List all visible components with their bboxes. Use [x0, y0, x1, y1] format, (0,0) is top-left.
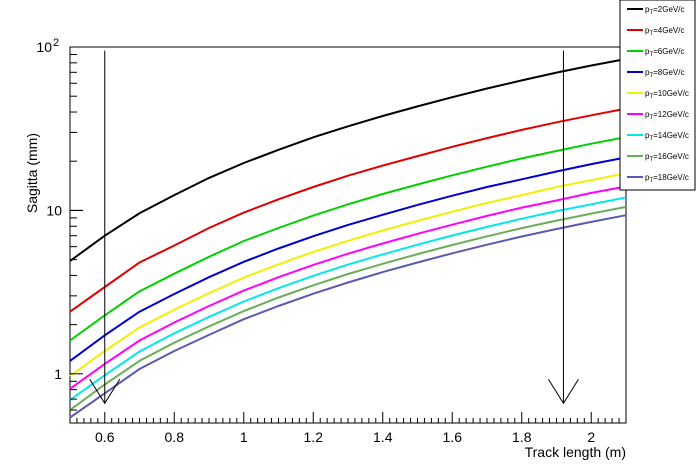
x-tick-label: 1.2 [304, 429, 324, 445]
legend-label: pT=10GeV/c [645, 89, 689, 100]
x-tick-label: 1.4 [373, 429, 393, 445]
series-lines [69, 58, 627, 419]
series-line-7 [69, 196, 627, 401]
legend-label: pT=2GeV/c [645, 5, 684, 16]
plot-frame [69, 46, 627, 424]
x-tick-label: 0.8 [165, 429, 185, 445]
arrow-head [548, 379, 579, 405]
x-tick-label: 2 [587, 429, 595, 445]
legend-label: pT=4GeV/c [645, 26, 684, 37]
series-line-4 [69, 156, 627, 362]
legend-box [619, 0, 696, 191]
legend-label: pT=12GeV/c [645, 110, 689, 121]
legend: pT=2GeV/c pT=4GeV/c pT=6GeV/c pT=8GeV/c pT=1… [619, 0, 696, 191]
arrow-head [89, 379, 121, 405]
y-tick-label: 1 [54, 366, 62, 382]
series-line-9 [69, 214, 627, 419]
legend-label: pT=16GeV/c [645, 152, 689, 163]
series-line-1 [69, 58, 627, 262]
legend-label: pT=14GeV/c [645, 131, 689, 142]
y-axis-title: Sagitta (mm) [24, 133, 40, 213]
series-line-3 [69, 136, 627, 342]
y-tick-label: 10 [46, 202, 62, 218]
series-line-5 [69, 172, 627, 377]
x-tick-label: 1 [240, 429, 248, 445]
x-axis-title: Track length (m) [525, 444, 626, 460]
series-line-6 [69, 185, 627, 390]
legend-label: pT=8GeV/c [645, 68, 684, 79]
series-line-8 [69, 205, 627, 411]
x-tick-label: 1.6 [443, 429, 463, 445]
series-line-2 [69, 107, 627, 313]
y-tick-exponent: 2 [53, 37, 59, 49]
arrow-annotations [89, 50, 579, 405]
legend-label: pT=18GeV/c [645, 173, 689, 184]
y-tick-label: 10 [36, 39, 52, 55]
x-tick-label: 1.8 [512, 429, 532, 445]
legend-label: pT=6GeV/c [645, 47, 684, 58]
x-axis: 0.6 0.8 1 1.2 1.4 1.6 1.8 2 [69, 412, 627, 445]
x-tick-label: 0.6 [95, 429, 115, 445]
